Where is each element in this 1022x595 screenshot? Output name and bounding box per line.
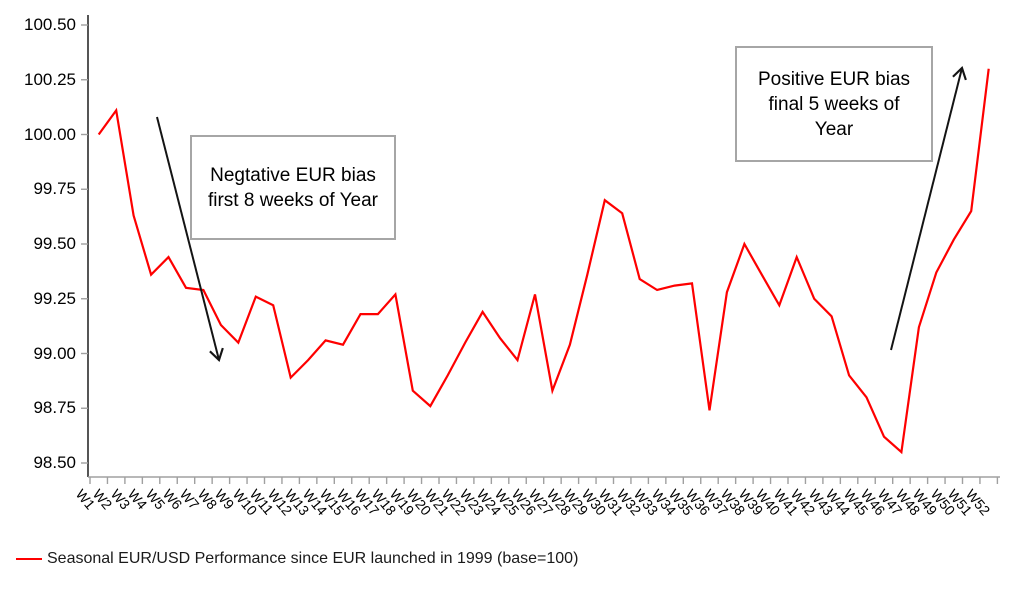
annotation-text-line: Year <box>814 118 854 140</box>
annotation-text-line: first 8 weeks of Year <box>207 189 379 211</box>
y-axis-label: 99.50 <box>33 234 76 253</box>
annotation-text-line: final 5 weeks of <box>768 93 900 115</box>
y-axis-label: 98.75 <box>33 398 76 418</box>
y-axis-label: 100.50 <box>24 15 76 34</box>
y-axis-label: 100.25 <box>24 69 76 89</box>
annotation-text-line: Positive EUR bias <box>757 68 911 90</box>
y-axis-label: 99.25 <box>33 288 76 308</box>
legend-line-swatch <box>16 558 42 560</box>
down-trend-arrow <box>156 116 224 362</box>
up-trend-arrow <box>890 66 967 351</box>
y-axis-label: 100.00 <box>24 124 76 144</box>
annotation-text-line: Negtative EUR bias <box>210 164 376 186</box>
legend: Seasonal EUR/USD Performance since EUR l… <box>16 550 578 568</box>
positive-bias-annotation-box: Positive EUR bias final 5 weeks of Year <box>735 46 933 162</box>
eurusd-series-line <box>97 68 990 455</box>
negative-bias-annotation-box: Negtative EUR bias first 8 weeks of Year <box>190 135 396 240</box>
legend-label: Seasonal EUR/USD Performance since EUR l… <box>47 550 579 567</box>
y-axis-label: 98.50 <box>33 453 76 472</box>
y-axis-label: 99.00 <box>33 343 76 363</box>
y-axis-label: 99.75 <box>33 179 76 199</box>
